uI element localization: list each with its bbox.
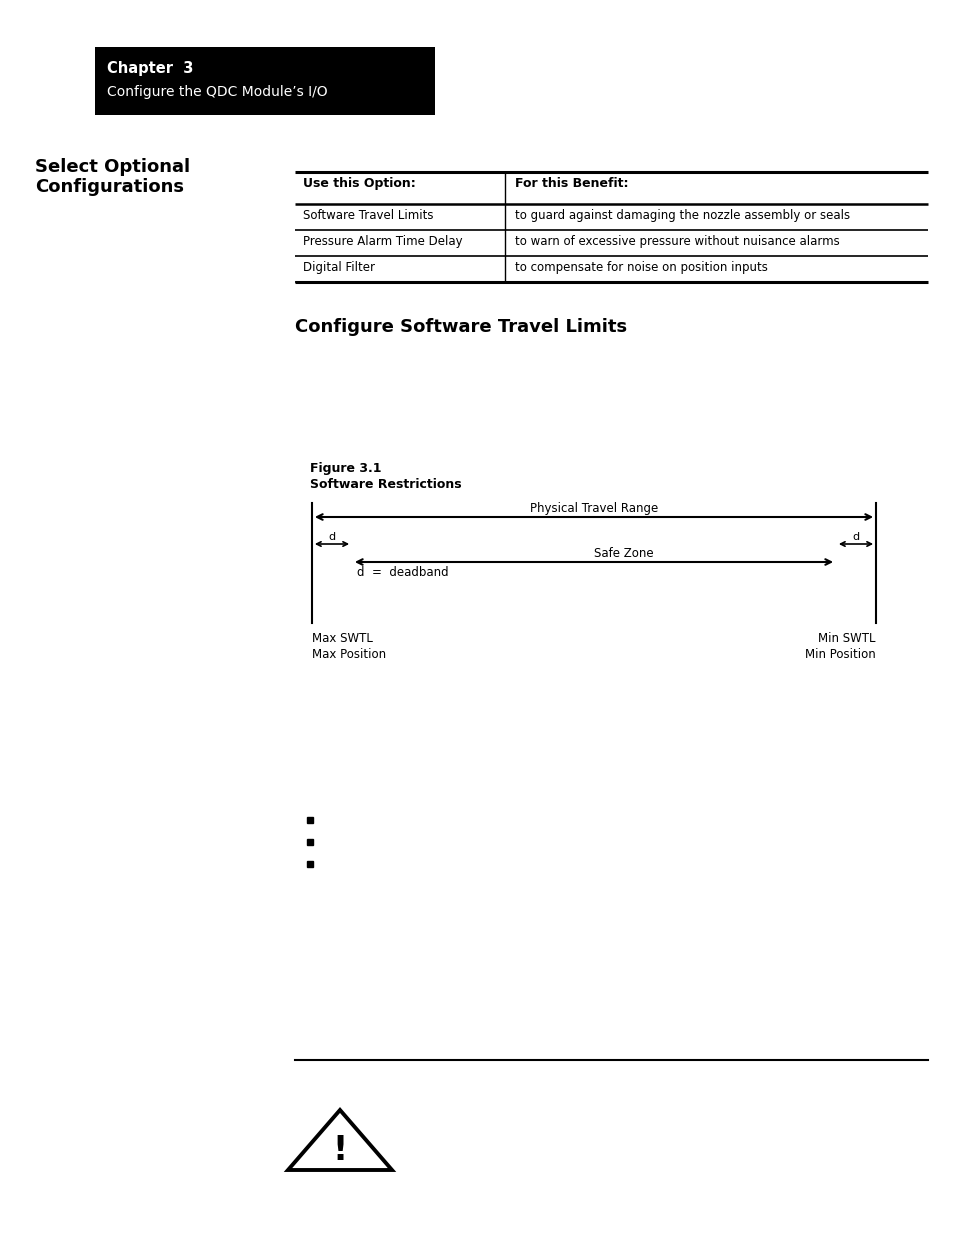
- Text: Software Restrictions: Software Restrictions: [310, 478, 461, 492]
- Text: d  =  deadband: d = deadband: [356, 566, 448, 579]
- Text: to warn of excessive pressure without nuisance alarms: to warn of excessive pressure without nu…: [515, 235, 839, 248]
- Text: d: d: [328, 532, 335, 542]
- Text: Configure Software Travel Limits: Configure Software Travel Limits: [294, 317, 626, 336]
- Text: Safe Zone: Safe Zone: [594, 547, 653, 559]
- Bar: [95, 47, 435, 115]
- Text: Max Position: Max Position: [312, 648, 386, 661]
- Text: Figure 3.1: Figure 3.1: [310, 462, 381, 475]
- Text: Configure the QDC Module’s I/O: Configure the QDC Module’s I/O: [107, 85, 327, 99]
- Text: Physical Travel Range: Physical Travel Range: [529, 501, 658, 515]
- Text: Configurations: Configurations: [35, 178, 184, 196]
- Text: Select Optional: Select Optional: [35, 158, 190, 177]
- Text: Pressure Alarm Time Delay: Pressure Alarm Time Delay: [303, 235, 462, 248]
- Polygon shape: [288, 1110, 392, 1170]
- Text: to compensate for noise on position inputs: to compensate for noise on position inpu…: [515, 261, 767, 274]
- Text: Chapter  3: Chapter 3: [107, 61, 193, 77]
- Text: Software Travel Limits: Software Travel Limits: [303, 209, 433, 222]
- Text: d: d: [852, 532, 859, 542]
- Text: Max SWTL: Max SWTL: [312, 632, 373, 645]
- Text: Use this Option:: Use this Option:: [303, 177, 416, 190]
- Text: Digital Filter: Digital Filter: [303, 261, 375, 274]
- Text: to guard against damaging the nozzle assembly or seals: to guard against damaging the nozzle ass…: [515, 209, 849, 222]
- Text: Min SWTL: Min SWTL: [818, 632, 875, 645]
- Text: !: !: [332, 1134, 347, 1167]
- Text: For this Benefit:: For this Benefit:: [515, 177, 628, 190]
- Text: Min Position: Min Position: [804, 648, 875, 661]
